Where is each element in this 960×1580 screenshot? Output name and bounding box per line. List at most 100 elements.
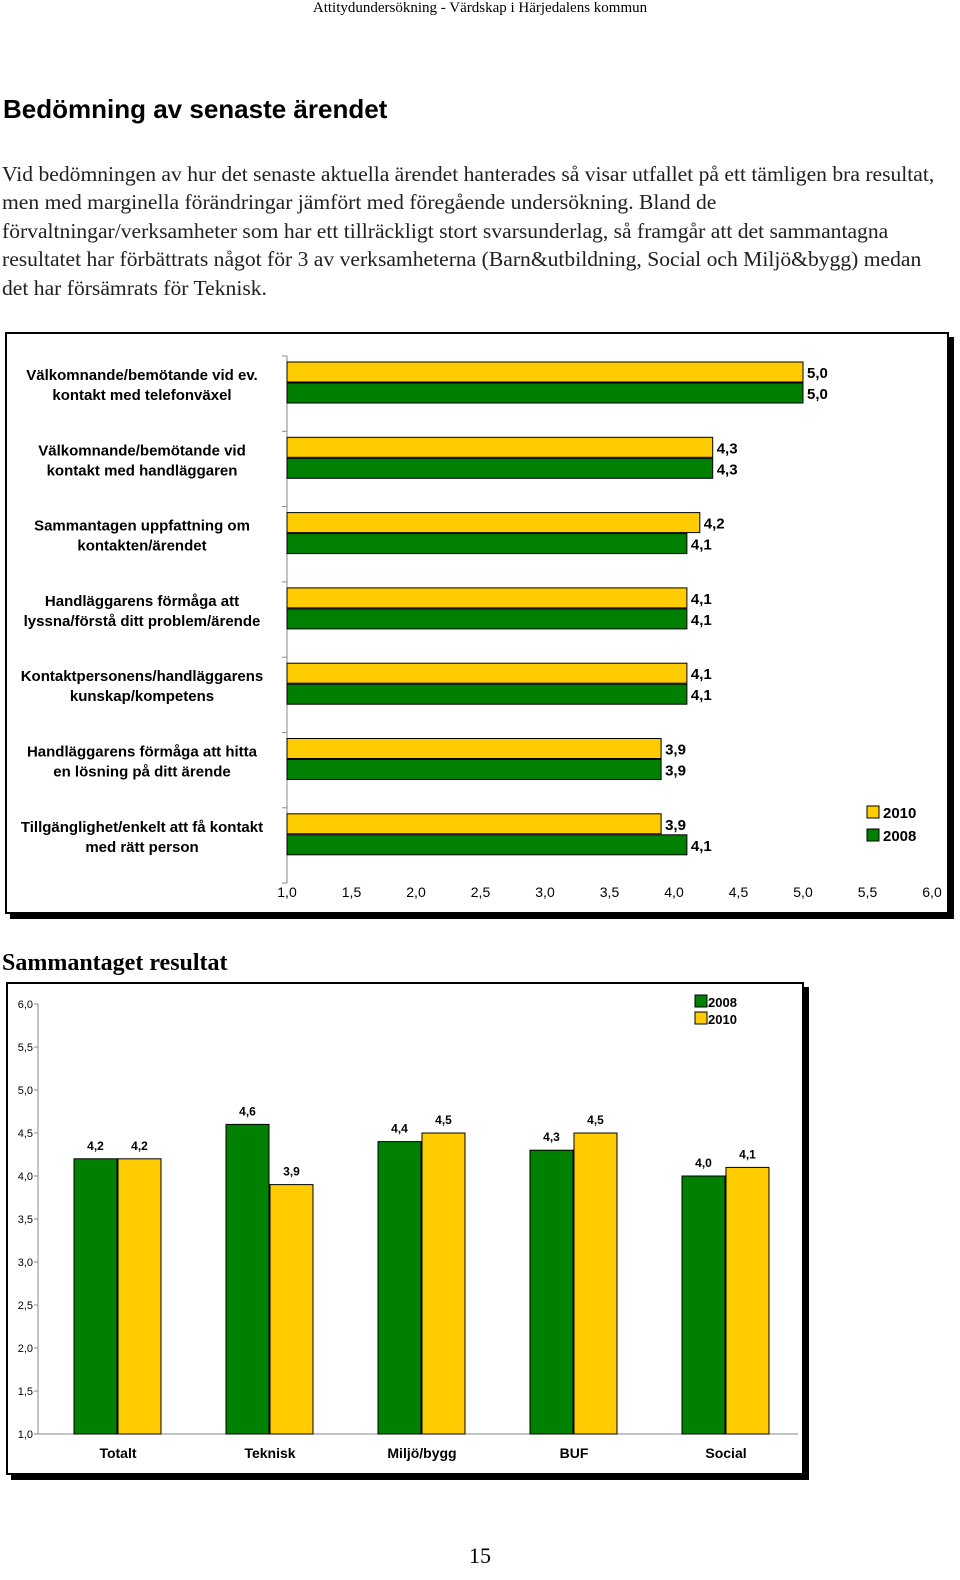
bar-2010 [573,1132,618,1435]
data-label-2010: 3,9 [665,817,686,834]
data-label-2008: 4,1 [691,612,712,629]
legend-label: 2010 [883,805,916,822]
x-tick-label: 3,5 [600,884,620,900]
bar-2010 [286,361,804,383]
category-label: Välkomnande/bemötande vid ev. [26,367,257,384]
bar-2010 [117,1158,162,1435]
data-label-2010: 4,2 [131,1139,148,1153]
data-label-2008: 4,0 [695,1156,712,1170]
bar-2008 [377,1141,422,1435]
x-tick-label: 2,5 [471,884,491,900]
category-label: en lösning på ditt ärende [53,764,231,781]
y-tick-label: 2,5 [18,1300,33,1312]
bar-2008 [681,1175,726,1435]
category-label: kontakten/ärendet [77,538,206,555]
bar-2008 [286,457,714,479]
x-tick-label: 4,0 [664,884,684,900]
data-label-2008: 4,3 [543,1130,560,1144]
bar-2008 [286,759,662,780]
category-label: kontakt med handläggaren [47,462,238,479]
bar-2008 [286,382,804,404]
vertical-bar-chart-frame: 1,0 1,5 2,0 2,5 3,0 3,5 4,0 4,5 5,0 5,5 6,0 Totalt 4… [6,982,804,1475]
bar-2010 [286,436,714,458]
y-tick-label: 2,0 [18,1343,33,1355]
bar-2010 [269,1184,314,1435]
legend-label: 2010 [708,1012,737,1027]
y-tick-label: 1,0 [18,1429,33,1441]
y-tick-label: 3,5 [18,1214,33,1226]
data-label-2008: 4,4 [391,1122,408,1136]
data-label-2010: 4,5 [435,1113,452,1127]
data-label-2010: 5,0 [807,365,828,382]
data-label-2010: 4,5 [587,1113,604,1127]
data-label-2010: 4,1 [691,666,712,683]
data-label-2008: 4,6 [239,1104,256,1118]
y-tick-label: 1,5 [18,1386,33,1398]
bar-2010 [421,1132,466,1435]
category-label: kunskap/kompetens [70,688,214,705]
legend-swatch-2010 [866,805,880,819]
x-tick-label: 1,5 [342,884,362,900]
data-label-2008: 5,0 [807,386,828,403]
data-label-2008: 4,3 [717,461,738,478]
y-tick-label: 5,0 [18,1085,33,1097]
category-label: Totalt [99,1445,136,1461]
legend-swatch-2008 [866,828,880,842]
y-tick-label: 4,5 [18,1128,33,1140]
category-label: Teknisk [244,1445,295,1461]
category-label: Social [705,1445,746,1461]
legend-label: 2008 [708,995,737,1010]
data-label-2010: 4,1 [691,591,712,608]
bar-2010 [286,587,688,609]
category-label: BUF [560,1445,589,1461]
legend-label: 2008 [883,828,916,845]
category-label: Miljö/bygg [387,1445,456,1461]
bar-2008 [286,533,688,555]
category-label: Handläggarens förmåga att [45,593,239,610]
bar-2008 [529,1149,574,1435]
category-label: Tillgänglighet/enkelt att få kontakt [21,819,263,836]
bar-2008 [286,608,688,630]
data-label-2008: 3,9 [665,763,686,780]
legend-swatch-2008 [694,994,708,1008]
x-tick-label: 5,5 [858,884,878,900]
x-tick-label: 4,5 [729,884,749,900]
x-tick-label: 5,0 [793,884,813,900]
category-label: Handläggarens förmåga att hitta [27,744,258,761]
x-tick-label: 6,0 [922,884,942,900]
bar-2008 [286,683,688,705]
bar-2008 [73,1158,118,1435]
body-paragraph: Vid bedömningen av hur det senaste aktue… [2,162,935,300]
bar-2010 [286,813,662,835]
data-label-2010: 3,9 [665,742,686,759]
data-label-2008: 4,1 [691,838,712,855]
category-label: Välkomnande/bemötande vid [38,442,246,459]
y-tick-label: 4,0 [18,1171,33,1183]
category-label: lyssna/förstå ditt problem/ärende [24,613,261,630]
y-tick-label: 6,0 [18,999,33,1011]
horizontal-bar-chart: Välkomnande/bemötande vid ev. kontakt med… [21,355,942,900]
horizontal-bar-chart-frame: Välkomnande/bemötande vid ev. kontakt med… [5,332,949,914]
y-tick-label: 5,5 [18,1042,33,1054]
bar-2010 [286,662,688,684]
category-label: Kontaktpersonens/handläggarens [21,668,264,685]
bar-2010 [286,512,701,534]
x-tick-label: 1,0 [277,884,297,900]
category-label: kontakt med telefonväxel [52,387,231,404]
chart2-heading: Sammantaget resultat [2,950,228,976]
vertical-bar-chart: 1,0 1,5 2,0 2,5 3,0 3,5 4,0 4,5 5,0 5,5 6,0 Totalt 4… [18,994,798,1461]
data-label-2010: 4,2 [704,516,725,533]
section-heading: Bedömning av senaste ärendet [3,94,388,124]
x-tick-label: 3,0 [535,884,555,900]
data-label-2008: 4,1 [691,687,712,704]
y-tick-label: 3,0 [18,1257,33,1269]
category-label: Sammantagen uppfattning om [34,518,250,535]
legend-swatch-2010 [694,1011,708,1025]
x-tick-label: 2,0 [406,884,426,900]
page-number: 15 [469,1543,491,1568]
bar-2010 [725,1166,770,1435]
data-label-2008: 4,1 [691,537,712,554]
data-label-2010: 4,1 [739,1147,756,1161]
data-label-2010: 3,9 [283,1165,300,1179]
bar-2010 [286,738,662,759]
